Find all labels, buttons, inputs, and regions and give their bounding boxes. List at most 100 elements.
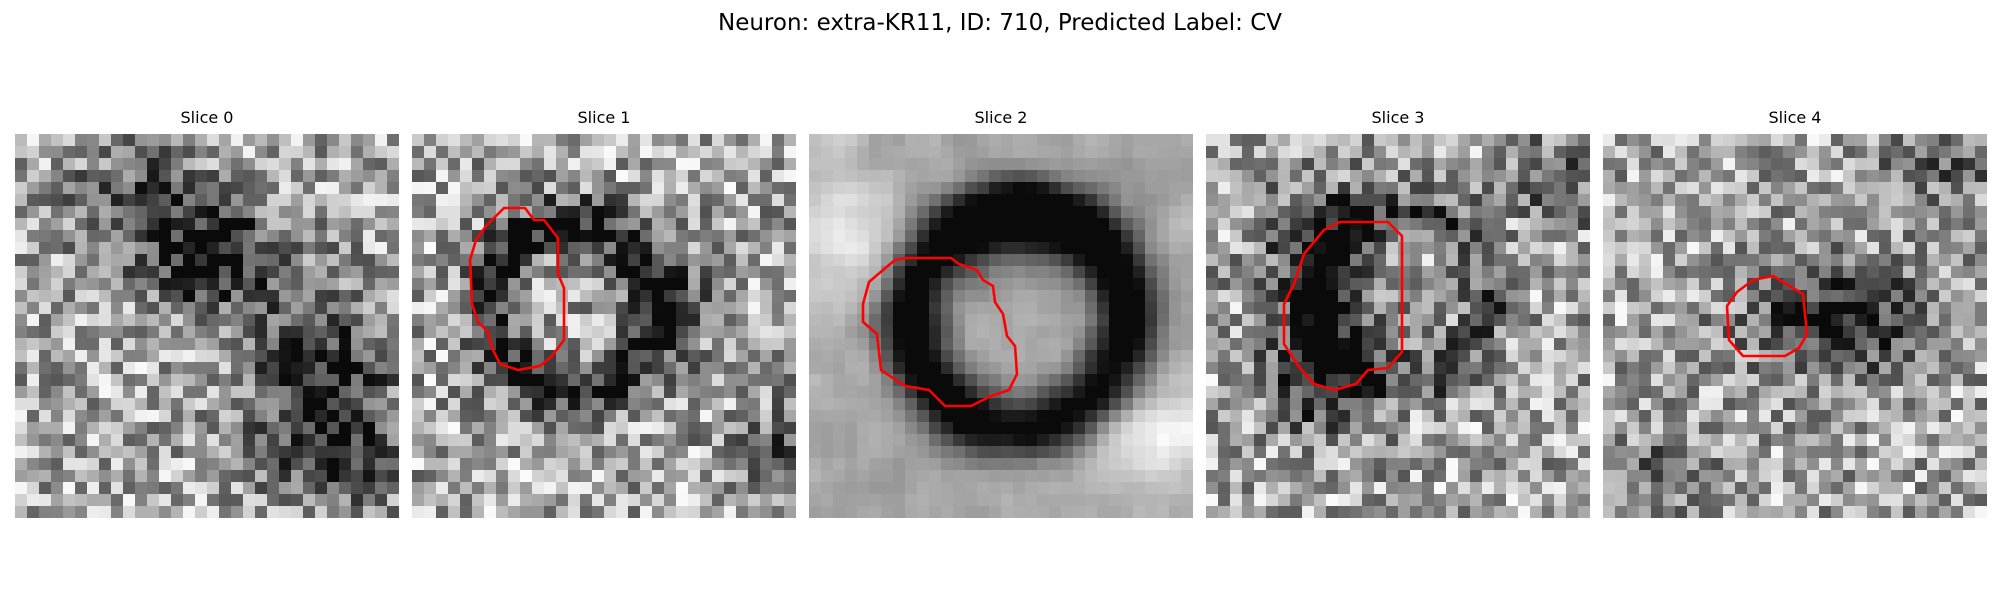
pixel	[809, 146, 822, 159]
pixel	[267, 386, 280, 399]
pixel	[1518, 494, 1531, 507]
pixel	[339, 362, 352, 375]
pixel	[375, 134, 388, 147]
pixel	[821, 494, 834, 507]
pixel	[375, 218, 388, 231]
pixel	[279, 290, 292, 303]
pixel	[27, 470, 40, 483]
pixel	[1290, 434, 1303, 447]
pixel	[1711, 146, 1724, 159]
pixel	[99, 266, 112, 279]
pixel	[111, 362, 124, 375]
pixel	[508, 470, 521, 483]
pixel	[1206, 170, 1219, 183]
pixel	[1651, 230, 1664, 243]
pixel	[1037, 374, 1050, 387]
pixel	[1855, 434, 1868, 447]
pixel	[1314, 410, 1327, 423]
pixel	[845, 362, 858, 375]
pixel	[544, 134, 557, 147]
pixel	[1242, 494, 1255, 507]
pixel	[1651, 290, 1664, 303]
pixel	[1446, 170, 1459, 183]
pixel	[363, 302, 376, 315]
pixel	[1145, 218, 1158, 231]
pixel	[171, 230, 184, 243]
pixel	[1290, 242, 1303, 255]
pixel	[1615, 374, 1628, 387]
pixel	[1915, 362, 1928, 375]
pixel	[508, 182, 521, 195]
pixel	[484, 206, 497, 219]
pixel	[111, 206, 124, 219]
pixel	[1783, 230, 1796, 243]
pixel	[1145, 434, 1158, 447]
pixel	[1218, 338, 1231, 351]
pixel	[1506, 446, 1519, 459]
pixel	[1699, 338, 1712, 351]
pixel	[219, 482, 232, 495]
pixel	[532, 158, 545, 171]
pixel	[231, 302, 244, 315]
pixel	[1891, 350, 1904, 363]
pixel	[1446, 482, 1459, 495]
pixel	[1711, 218, 1724, 231]
pixel	[520, 302, 533, 315]
pixel	[1025, 182, 1038, 195]
pixel	[1795, 278, 1808, 291]
pixel	[1759, 254, 1772, 267]
pixel	[929, 278, 942, 291]
pixel	[652, 230, 665, 243]
pixel	[1266, 314, 1279, 327]
pixel	[135, 350, 148, 363]
pixel	[1711, 182, 1724, 195]
pixel	[1145, 134, 1158, 147]
pixel	[1278, 206, 1291, 219]
pixel	[833, 386, 846, 399]
pixel	[845, 290, 858, 303]
pixel	[1578, 182, 1590, 195]
pixel	[351, 182, 364, 195]
pixel	[1049, 158, 1062, 171]
pixel	[1807, 230, 1820, 243]
pixel	[496, 134, 509, 147]
pixel	[772, 482, 785, 495]
pixel	[363, 170, 376, 183]
pixel	[736, 266, 749, 279]
pixel	[1831, 242, 1844, 255]
pixel	[1290, 302, 1303, 315]
pixel	[520, 470, 533, 483]
pixel	[1542, 326, 1555, 339]
pixel	[51, 158, 64, 171]
pixel	[1338, 398, 1351, 411]
pixel	[1542, 170, 1555, 183]
pixel	[1903, 194, 1916, 207]
pixel	[1254, 446, 1267, 459]
pixel	[736, 158, 749, 171]
pixel	[387, 326, 399, 339]
pixel	[1494, 134, 1507, 147]
pixel	[1915, 242, 1928, 255]
pixel	[1350, 242, 1363, 255]
pixel	[231, 254, 244, 267]
pixel	[1975, 398, 1987, 411]
pixel	[580, 470, 593, 483]
pixel	[327, 218, 340, 231]
pixel	[1675, 446, 1688, 459]
pixel	[39, 314, 52, 327]
pixel	[1326, 434, 1339, 447]
pixel	[496, 350, 509, 363]
pixel	[1434, 374, 1447, 387]
pixel	[460, 434, 473, 447]
pixel	[1831, 218, 1844, 231]
pixel	[1699, 362, 1712, 375]
pixel	[1627, 194, 1640, 207]
pixel	[412, 410, 425, 423]
pixel	[1903, 398, 1916, 411]
pixel	[809, 470, 822, 483]
pixel	[1446, 422, 1459, 435]
pixel	[881, 446, 894, 459]
pixel	[1530, 206, 1543, 219]
pixel	[1230, 158, 1243, 171]
pixel	[1290, 170, 1303, 183]
